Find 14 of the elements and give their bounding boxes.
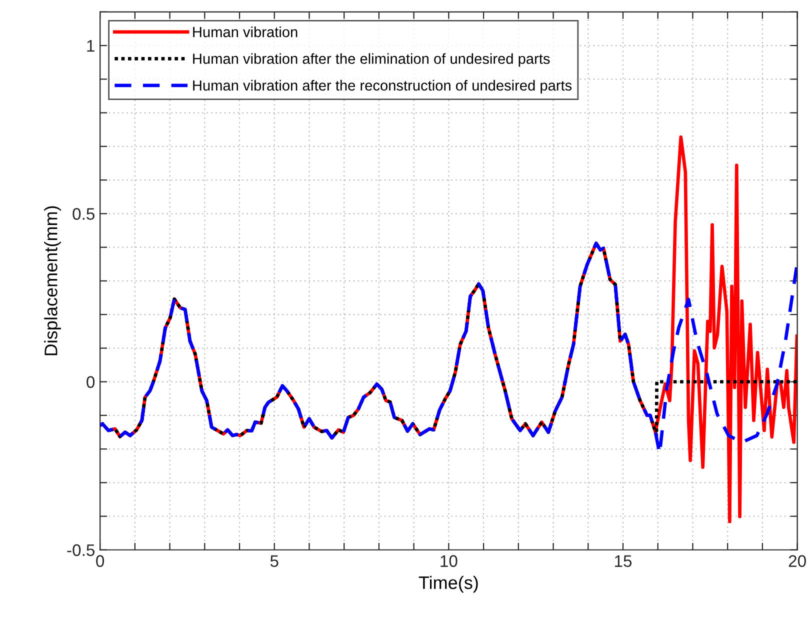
- x-tick-label: 0: [96, 555, 104, 567]
- x-tick-label: 15: [615, 555, 632, 567]
- y-tick-label: 0: [86, 376, 95, 388]
- x-tick-label: 20: [788, 555, 806, 567]
- x-axis-title: Time(s): [418, 576, 478, 593]
- y-tick-label: 1: [87, 40, 94, 52]
- y-axis-title: Displacement(mm): [44, 206, 61, 356]
- y-tick-label: -0.5: [67, 544, 95, 556]
- y-tick-label: 0.5: [72, 208, 95, 220]
- x-tick-label: 5: [270, 555, 278, 567]
- legend-label: Human vibration after the reconstruction of undesired parts: [193, 80, 572, 94]
- legend-label: Human vibration: [193, 26, 298, 38]
- legend-label: Human vibration after the elimination of undesired parts: [193, 53, 550, 67]
- x-tick-label: 10: [440, 555, 458, 567]
